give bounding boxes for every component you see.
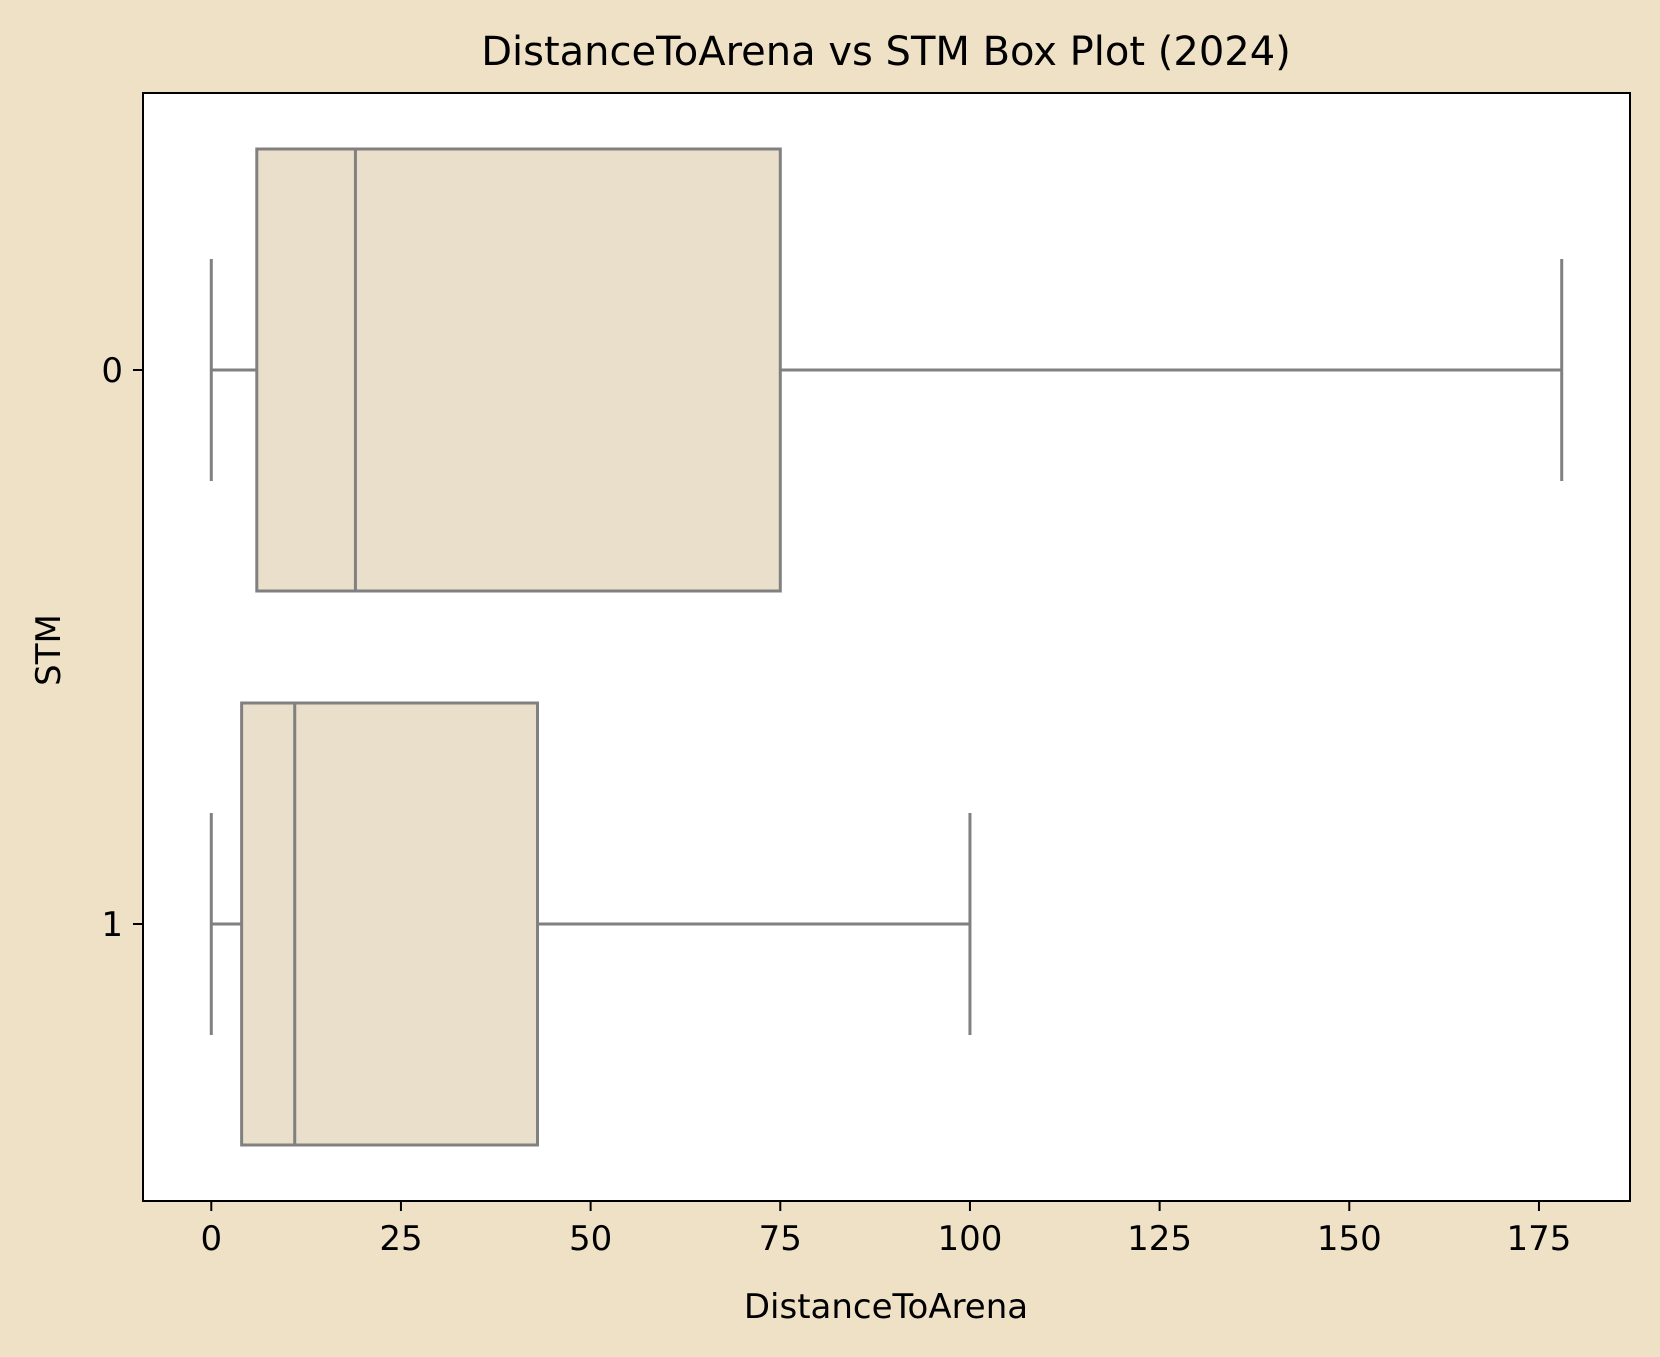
chart-title: DistanceToArena vs STM Box Plot (2024) — [481, 29, 1291, 75]
iqr-box — [240, 701, 540, 1147]
x-axis-ticks: 0 25 50 75 100 125 150 175 — [200, 1201, 1571, 1259]
y-tick-label: 1 — [101, 905, 123, 945]
box-group-stm-1 — [209, 701, 972, 1147]
x-tick-label: 175 — [1507, 1219, 1572, 1259]
x-tick-label: 75 — [759, 1219, 802, 1259]
x-axis-label: DistanceToArena — [744, 1287, 1028, 1327]
x-tick-label: 150 — [1317, 1219, 1382, 1259]
boxes-layer — [209, 147, 1564, 1147]
x-tick-label: 25 — [379, 1219, 422, 1259]
y-tick-label: 0 — [101, 351, 123, 391]
plot-frame — [142, 92, 1631, 1202]
x-tick-label: 0 — [200, 1219, 222, 1259]
x-tick-label: 50 — [569, 1219, 612, 1259]
x-tick-label: 100 — [938, 1219, 1003, 1259]
x-tick-label: 125 — [1127, 1219, 1192, 1259]
y-axis-label: STM — [29, 614, 69, 686]
y-axis-ticks: 01 — [101, 351, 143, 945]
iqr-box — [255, 147, 782, 593]
box-group-stm-0 — [209, 147, 1564, 593]
